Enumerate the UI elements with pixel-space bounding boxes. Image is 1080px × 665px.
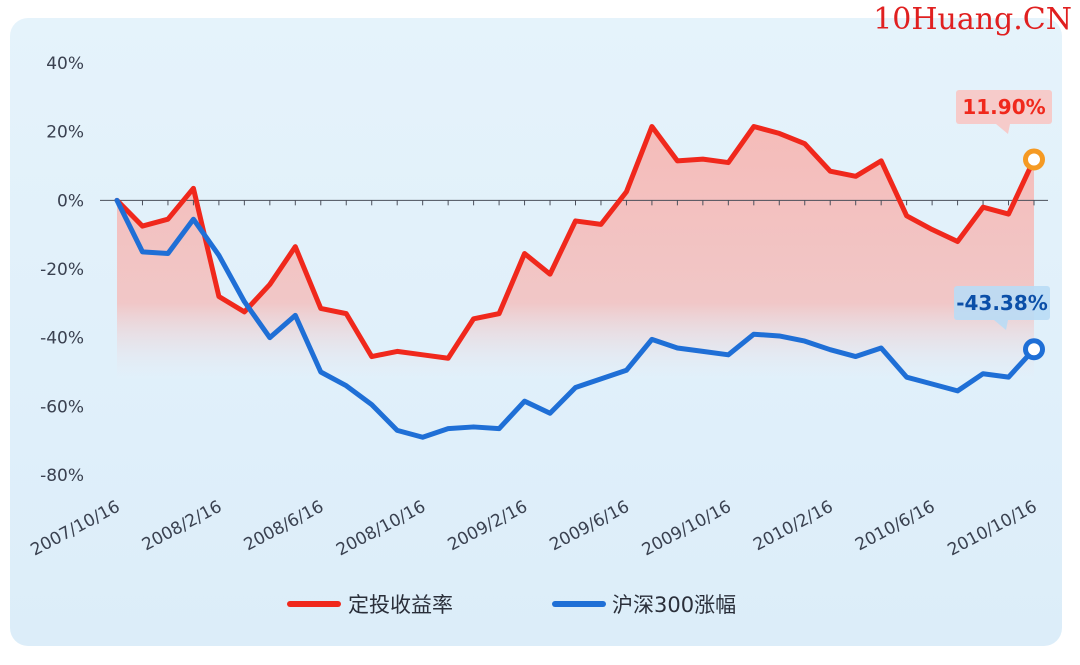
- y-tick-label: -80%: [40, 466, 84, 486]
- callout-沪深300涨幅-text: -43.38%: [956, 291, 1048, 315]
- y-tick-label: -40%: [40, 329, 84, 349]
- callout-定投收益率-text: 11.90%: [962, 95, 1045, 119]
- end-marker-沪深300涨幅: [1023, 338, 1045, 361]
- x-tick-label: 2009/2/16: [445, 497, 531, 556]
- x-tick-label: 2010/2/16: [750, 497, 836, 556]
- x-tick-label: 2009/10/16: [639, 497, 735, 561]
- legend-label-沪深300涨幅: 沪深300涨幅: [612, 593, 736, 617]
- x-tick-label: 2009/6/16: [546, 497, 632, 556]
- x-tick-label: 2010/6/16: [852, 497, 938, 556]
- callout-沪深300涨幅: -43.38%: [954, 286, 1050, 330]
- x-tick-label: 2008/6/16: [241, 497, 327, 556]
- callout-定投收益率: 11.90%: [956, 90, 1052, 134]
- series-line-沪深300涨幅: [114, 197, 1037, 440]
- y-tick-label: 20%: [46, 123, 84, 143]
- watermark: 10Huang.CN: [873, 2, 1072, 37]
- series-line-定投收益率: [114, 124, 1037, 361]
- series-area-定投收益率: [117, 126, 1034, 379]
- end-marker-定投收益率: [1023, 148, 1045, 171]
- legend-label-定投收益率: 定投收益率: [348, 593, 453, 617]
- y-tick-label: 0%: [57, 191, 84, 211]
- x-tick-label: 2008/2/16: [139, 497, 225, 556]
- y-tick-label: -20%: [40, 260, 84, 280]
- x-tick-label: 2008/10/16: [333, 497, 429, 561]
- x-tick-label: 2010/10/16: [944, 497, 1040, 561]
- x-tick-label: 2007/10/16: [27, 497, 123, 561]
- y-tick-label: 40%: [46, 54, 84, 74]
- y-tick-label: -60%: [40, 397, 84, 417]
